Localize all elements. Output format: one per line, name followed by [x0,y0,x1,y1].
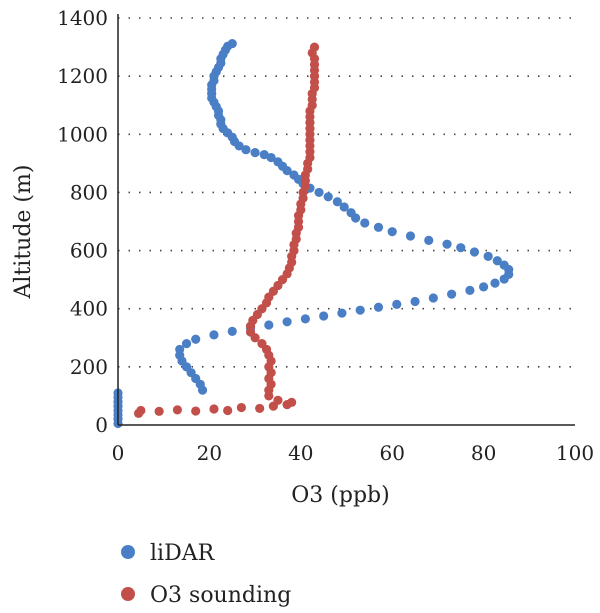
point-0-48 [360,218,370,228]
point-0-63 [259,150,269,160]
legend-marker-o3-sounding [121,587,135,601]
legend-marker-lidar [121,545,135,559]
y-tick-0: 0 [95,413,108,437]
point-0-32 [465,285,475,295]
point-0-42 [456,243,466,253]
point-1-11 [287,397,297,407]
y-tick-1200: 1200 [57,64,108,88]
y-tick-labels: 0 200 400 600 800 1000 1200 1400 [57,6,108,437]
point-0-47 [373,222,384,232]
point-0-45 [405,231,416,241]
series-1 [133,42,320,418]
point-0-58 [289,170,299,180]
point-0-65 [241,145,251,155]
point-1-12 [273,395,283,405]
point-0-40 [483,251,493,261]
point-0-24 [319,311,329,321]
point-1-6 [223,405,233,416]
y-tick-200: 200 [70,355,108,379]
point-0-46 [387,227,397,237]
x-tick-0: 0 [112,441,125,465]
y-tick-400: 400 [70,297,108,321]
point-0-21 [264,320,274,330]
point-0-53 [323,192,333,202]
point-1-22 [257,339,267,349]
x-tick-60: 60 [379,441,404,465]
point-0-50 [346,208,356,218]
point-0-23 [300,314,310,324]
point-0-18 [209,330,219,340]
x-tick-40: 40 [288,441,313,465]
point-0-16 [181,339,192,349]
point-0-29 [410,296,420,307]
point-0-34 [490,278,500,288]
point-0-52 [332,197,342,207]
y-tick-800: 800 [70,180,108,204]
point-1-1 [136,405,146,416]
legend: liDAR O3 sounding [121,541,291,608]
point-0-41 [469,247,480,257]
point-0-28 [392,299,402,309]
y-tick-600: 600 [70,239,108,263]
point-0-25 [337,308,347,318]
x-tick-labels: 0 20 40 60 80 100 [112,441,594,465]
point-0-15 [175,344,185,355]
point-0-17 [191,334,201,344]
point-0-90 [227,38,237,49]
gridlines [118,17,575,368]
point-1-2 [154,406,164,416]
series-0 [113,38,514,429]
legend-label-o3-sounding: O3 sounding [150,583,291,608]
point-1-8 [255,403,265,414]
point-0-39 [492,256,502,266]
point-0-30 [428,293,438,303]
point-0-31 [447,289,457,299]
point-0-38 [499,260,509,270]
axes [117,14,575,426]
point-1-7 [236,402,246,413]
point-1-3 [172,405,183,415]
plot-series [113,38,514,429]
x-tick-100: 100 [556,441,594,465]
point-0-22 [282,317,292,327]
x-tick-20: 20 [197,441,222,465]
point-0-61 [273,157,283,167]
point-0-19 [227,326,237,336]
legend-label-lidar: liDAR [150,541,216,566]
y-axis-title: Altitude (m) [11,165,36,300]
point-0-27 [373,302,384,312]
point-0-54 [314,187,324,198]
x-axis-title: O3 (ppb) [291,483,389,508]
point-0-44 [424,235,434,245]
point-1-5 [209,404,219,414]
y-tick-1000: 1000 [57,122,108,146]
y-tick-1400: 1400 [57,6,108,30]
point-0-43 [442,239,452,249]
x-tick-80: 80 [471,441,496,465]
point-1-4 [191,406,201,416]
point-0-33 [479,282,489,292]
point-0-64 [250,148,260,158]
point-1-73 [309,42,320,52]
point-0-26 [355,305,365,315]
point-0-51 [339,202,349,212]
